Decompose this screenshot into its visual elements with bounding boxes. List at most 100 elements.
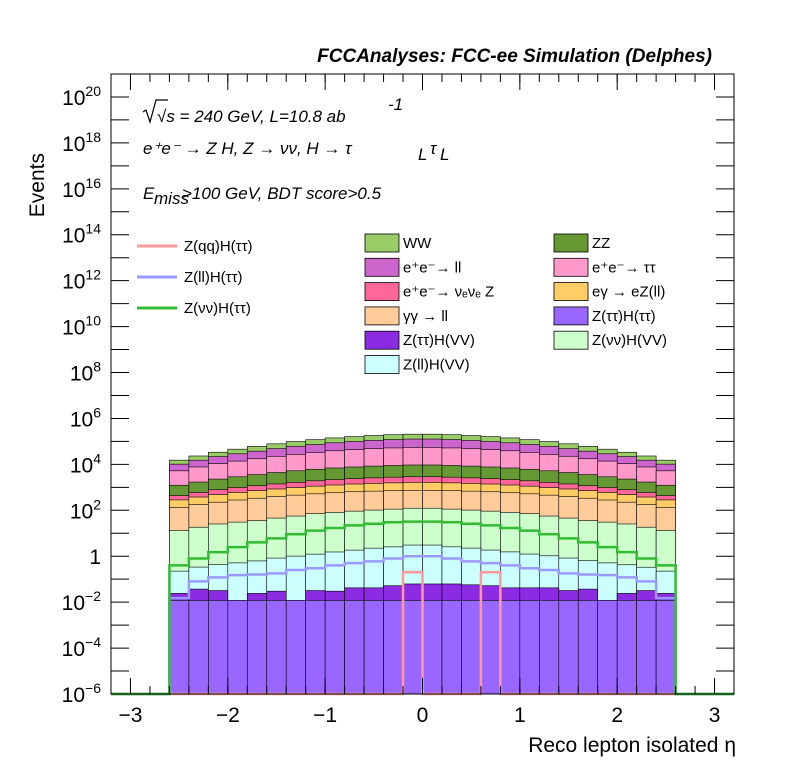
legend-label: e⁺e⁻→ ll — [403, 259, 461, 276]
stack-z-h — [169, 600, 676, 695]
legend-box-swatch — [364, 355, 400, 374]
legend-label: e⁺e⁻→ ττ — [592, 259, 656, 276]
legend-entry-z-h-vv: Z(ττ)H(VV) — [364, 330, 475, 350]
legend-box-swatch — [553, 330, 589, 350]
signal-line-z-ll-h — [111, 554, 734, 696]
stack-bin — [636, 600, 657, 695]
energy-lumi-text: √s = 240 GeV, L=10.8 ab — [157, 107, 346, 126]
x-tick-label: −3 — [118, 704, 142, 727]
stack-bin — [577, 600, 599, 695]
legend-label: e⁺e⁻→ νₑνₑ Z — [403, 284, 494, 301]
y-tick-label: 104 — [70, 450, 101, 477]
legend-entry-z-h: Z(νν)H(ττ) — [137, 300, 251, 317]
legend-box-swatch — [553, 306, 589, 326]
legend-entry-z-ll-h-vv: Z(ll)H(VV) — [364, 355, 470, 374]
legend-label: Z(νν)H(VV) — [592, 332, 667, 349]
legend-box-swatch — [553, 257, 589, 277]
tau-subscript-2: L — [440, 145, 449, 164]
y-axis-ticks: 10−6 10−4 10−2 1 102 104 106 108 1010 1012 1014 101… — [62, 73, 734, 707]
y-tick-label: 1014 — [62, 221, 101, 248]
process-text: e⁺e⁻ → Z H, Z → νν, H → τ — [143, 139, 353, 158]
sqrt-symbol — [142, 99, 168, 125]
tau-subscript-1: L — [418, 145, 427, 164]
x-tick-label: 2 — [611, 704, 623, 727]
legend-entry-e-ez-ll: eγ → eZ(ll) — [553, 282, 665, 302]
stack-bin — [363, 600, 384, 695]
legend-label: Z(ττ)H(ττ) — [592, 308, 656, 325]
stack-bin — [344, 600, 365, 695]
y-tick-label: 1018 — [62, 129, 101, 156]
y-tick-label: 10−6 — [62, 680, 102, 707]
stack-bin — [285, 600, 306, 695]
tau-symbol-2: τ — [430, 139, 438, 158]
legend-label: Z(ll)H(ττ) — [184, 269, 243, 286]
stack-bin — [188, 600, 209, 695]
stack-bin — [655, 600, 676, 695]
legend-entry-z-qq-h: Z(qq)H(ττ) — [137, 238, 253, 255]
chart-title: FCCAnalyses: FCC-ee Simulation (Delphes) — [317, 46, 712, 67]
stack-bin — [383, 600, 404, 695]
x-tick-label: −2 — [216, 704, 240, 727]
legend-entry-e-e: e⁺e⁻→ ττ — [553, 257, 656, 277]
y-tick-label: 1016 — [62, 175, 101, 202]
legend-label: eγ → eZ(ll) — [592, 284, 665, 301]
legend-entry-z-ll-h: Z(ll)H(ττ) — [137, 269, 243, 286]
y-tick-label: 106 — [70, 404, 101, 431]
stack-bin — [227, 600, 248, 695]
lumi-exponent: -1 — [388, 95, 403, 114]
stack-bin — [558, 600, 579, 695]
legend-box-swatch — [364, 330, 400, 350]
y-axis-label: Events — [26, 153, 49, 217]
stack-bin — [597, 600, 618, 695]
stack-bin — [422, 600, 443, 695]
legend-label: WW — [403, 235, 432, 252]
x-tick-label: 3 — [709, 704, 721, 727]
legend-entry-e-e-z: e⁺e⁻→ νₑνₑ Z — [364, 282, 494, 302]
y-tick-label: 108 — [70, 359, 101, 386]
legend-box-swatch — [364, 282, 400, 302]
stack-bin — [616, 600, 637, 695]
stack-bin — [208, 600, 229, 695]
selection-rest: >100 GeV, BDT score>0.5 — [182, 184, 382, 203]
annotation-process: e⁺e⁻ → Z H, Z → νν, H → τ L τ L — [143, 139, 449, 164]
x-axis-label: Reco lepton isolated η — [528, 734, 736, 757]
stack-bin — [169, 600, 190, 695]
legend-entry-ll: γγ → ll — [364, 306, 448, 326]
x-tick-label: 1 — [514, 704, 526, 727]
legend-entry-zz: ZZ — [553, 233, 610, 253]
annotation-selection: E miss >100 GeV, BDT score>0.5 — [143, 184, 382, 208]
legend-box-swatch — [364, 257, 400, 277]
histogram-layer — [111, 433, 734, 696]
y-tick-label: 10−2 — [62, 588, 102, 615]
legend-box-swatch — [553, 233, 589, 253]
stack-bin — [519, 600, 540, 695]
stack-bin — [480, 600, 501, 695]
legend-label: γγ → ll — [403, 308, 448, 325]
y-tick-label: 102 — [70, 496, 101, 523]
selection-E: E — [143, 184, 155, 203]
legend: Z(qq)H(ττ) Z(ll)H(ττ) Z(νν)H(ττ) WW ZZ e⁺e⁻→ … — [137, 233, 667, 374]
legend-entry-z-h-vv: Z(νν)H(VV) — [553, 330, 667, 350]
legend-entry-z-h: Z(ττ)H(ττ) — [553, 306, 656, 326]
signal-line-z-h — [111, 520, 734, 696]
stack-bin — [324, 600, 345, 695]
axis-layer: −3 −2 −1 0 1 2 310−610−410−2110210410610810101… — [62, 73, 735, 727]
stack-bin — [461, 600, 482, 695]
legend-box-swatch — [553, 282, 589, 302]
legend-box-swatch — [364, 233, 400, 253]
y-tick-label: 10−4 — [62, 634, 102, 661]
y-tick-label: 1020 — [62, 83, 101, 110]
y-tick-label: 1010 — [62, 313, 101, 340]
stack-bin — [305, 600, 326, 695]
legend-entry-ww: WW — [364, 233, 432, 253]
selection-subscript: miss — [154, 189, 189, 208]
stack-bin — [500, 600, 521, 695]
stack-bin — [266, 600, 287, 695]
stack-bin — [539, 600, 560, 695]
legend-label: Z(νν)H(ττ) — [184, 300, 251, 317]
legend-label: Z(ττ)H(VV) — [403, 332, 475, 349]
legend-box-swatch — [364, 306, 400, 326]
y-tick-label: 1012 — [62, 267, 101, 294]
x-axis-ticks: −3 −2 −1 0 1 2 3 — [110, 74, 735, 727]
